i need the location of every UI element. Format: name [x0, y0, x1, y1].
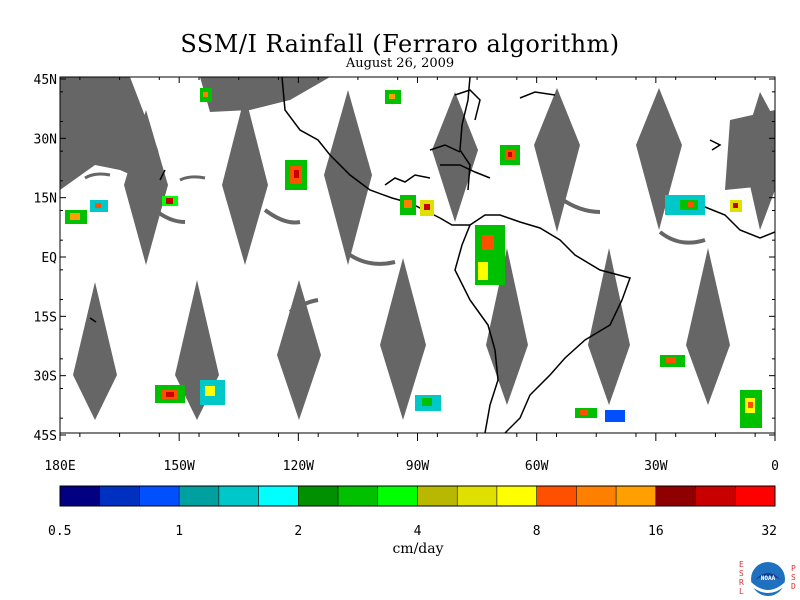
map-title: SSM/I Rainfall (Ferraro algorithm) [180, 30, 620, 58]
rain-patch [575, 408, 625, 422]
rainfall-map: 45N 30N 15N EQ 15S 30S 45S 180E 150W 120W 90W 60W 3… [34, 73, 779, 539]
logo-letter: D [791, 582, 796, 591]
legend-tick-label: 2 [294, 524, 302, 539]
logo-letter: P [791, 564, 796, 573]
latitude-label: 15S [34, 310, 57, 325]
rain-patch [200, 88, 212, 102]
legend-swatch [735, 485, 776, 507]
rain-patch [660, 355, 685, 367]
longitude-label: 120W [283, 459, 314, 474]
legend-swatch [218, 485, 259, 507]
longitude-label: 180E [44, 459, 75, 474]
longitude-label: 30W [644, 459, 668, 474]
longitude-label: 150W [164, 459, 195, 474]
legend-tick-label: 8 [533, 524, 541, 539]
legend-tick-label: 4 [414, 524, 422, 539]
longitude-label: 90W [406, 459, 430, 474]
legend-swatch [615, 485, 657, 507]
legend-tick-label: 32 [761, 524, 777, 539]
latitude-label: 15N [34, 192, 57, 207]
logo-letter: S [791, 573, 796, 582]
rain-patch [500, 145, 520, 165]
longitude-label: 60W [525, 459, 549, 474]
noaa-emblem-icon [751, 562, 785, 596]
logo-letter: L [739, 587, 744, 596]
longitude-ticks [59, 77, 776, 441]
latitude-labels: 45N 30N 15N EQ 15S 30S 45S [34, 73, 58, 444]
latitude-label: 45N [34, 73, 57, 88]
legend-swatch [139, 485, 180, 507]
legend-swatch [417, 485, 458, 507]
longitude-labels: 180E 150W 120W 90W 60W 30W 0 [44, 459, 779, 474]
legend-swatch [59, 485, 100, 507]
rain-patch [475, 225, 505, 285]
color-legend-labels: 0.5 1 2 4 8 16 32 [48, 524, 777, 539]
legend-unit-label: cm/day [392, 541, 444, 557]
legend-swatch [258, 485, 299, 507]
rain-patch [665, 195, 705, 215]
legend-swatch [337, 485, 379, 507]
rain-patch [155, 380, 225, 405]
rain-patch [740, 390, 762, 428]
rain-patch [415, 395, 441, 411]
logo-letter: R [739, 578, 744, 587]
legend-swatch [576, 485, 617, 507]
latitude-label: 45S [34, 429, 57, 444]
rainfall-patches [65, 88, 762, 428]
latitude-ticks [60, 78, 775, 436]
legend-tick-label: 1 [175, 524, 183, 539]
rain-patch [65, 200, 108, 224]
coastlines [89, 77, 775, 433]
legend-swatch [496, 485, 537, 507]
logo-letter: S [739, 569, 744, 578]
missing-data-swaths [60, 77, 775, 420]
map-date: August 26, 2009 [345, 56, 455, 71]
latitude-label: 30N [34, 132, 57, 147]
rain-patch [730, 200, 742, 212]
noaa-emblem-text: NOAA [761, 575, 776, 582]
latitude-label: EQ [41, 251, 57, 266]
legend-swatch [178, 485, 220, 507]
rain-patch [162, 196, 178, 206]
color-legend-bar [59, 485, 776, 507]
logo-letter: E [739, 560, 744, 569]
legend-swatch [298, 485, 339, 507]
legend-frame [59, 485, 776, 507]
latitude-label: 30S [34, 370, 57, 385]
legend-swatch [377, 485, 418, 507]
legend-swatch [695, 485, 736, 507]
legend-swatch [536, 485, 577, 507]
legend-swatch [655, 485, 696, 507]
longitude-label: 0 [771, 459, 779, 474]
rain-patch [385, 90, 401, 104]
legend-tick-label: 16 [648, 524, 664, 539]
legend-swatch [456, 485, 498, 507]
rain-patch [400, 195, 434, 216]
legend-swatch [99, 485, 140, 507]
rain-patch [285, 160, 307, 190]
legend-tick-label: 0.5 [48, 524, 71, 539]
